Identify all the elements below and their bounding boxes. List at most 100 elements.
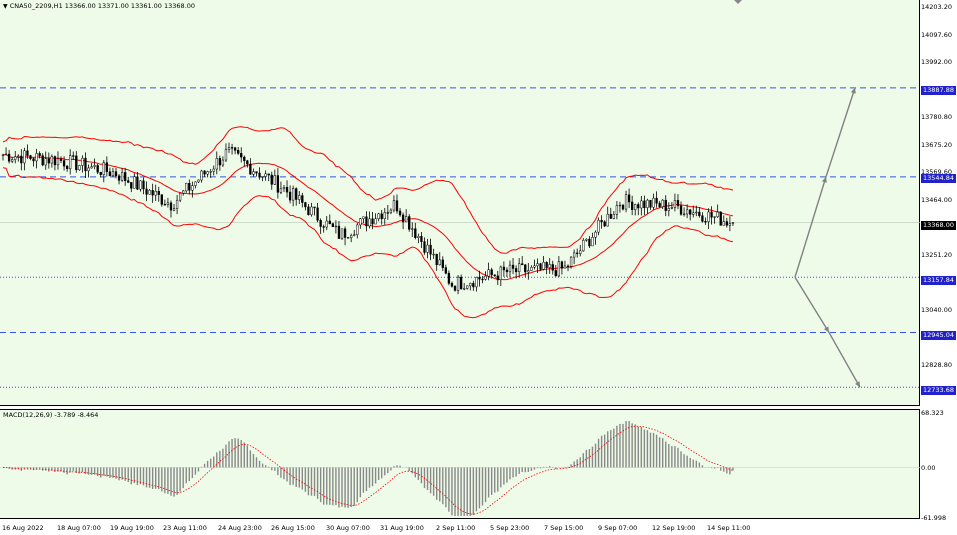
candle-body <box>185 183 188 192</box>
candle-body <box>392 200 396 211</box>
candle-body <box>136 176 139 190</box>
candle-body <box>566 265 570 267</box>
bollinger-upper <box>2 126 734 254</box>
candle-body <box>145 188 148 195</box>
level-tag-12945: 12945.04 <box>921 331 957 340</box>
bollinger-middle <box>2 153 734 281</box>
price-scale-label: 14203.20 <box>921 3 953 11</box>
candle-body <box>261 176 264 178</box>
candle-body <box>246 160 249 165</box>
macd-signal-line <box>2 425 734 515</box>
time-axis-label: 16 Aug 2022 <box>2 524 44 532</box>
candle-body <box>209 171 212 173</box>
candle-body <box>722 221 725 226</box>
candle-body <box>368 218 371 227</box>
candle-body <box>304 202 307 208</box>
price-scale-label: 13569.60 <box>921 168 953 176</box>
candle-body <box>23 150 26 164</box>
candle-body <box>618 204 622 207</box>
candle-body <box>99 171 102 175</box>
candle-body <box>279 188 283 193</box>
candle-body <box>133 176 136 189</box>
candle-body <box>90 166 93 169</box>
macd-pane[interactable]: MACD(12,26,9) -3.789 -8.464 <box>0 409 920 519</box>
candle-body <box>383 212 386 220</box>
candle-body <box>496 275 499 281</box>
candle-body <box>572 252 576 258</box>
candle-body <box>35 153 38 162</box>
candle-body <box>435 253 438 266</box>
candle-body <box>401 214 405 223</box>
candle-body <box>17 155 20 158</box>
candle-body <box>554 270 557 277</box>
candle-body <box>325 220 328 228</box>
candle-body <box>646 199 649 209</box>
candle-body <box>542 261 545 270</box>
candle-body <box>426 244 429 253</box>
candle-body <box>353 234 356 236</box>
candle-body <box>169 202 173 211</box>
candle-body <box>298 195 301 200</box>
candle-body <box>655 197 658 204</box>
candle-body <box>502 266 506 271</box>
candle-body <box>429 244 432 255</box>
candle-body <box>203 170 206 175</box>
candle-body <box>291 188 295 201</box>
candle-body <box>493 274 496 277</box>
collapse-triangle-icon[interactable]: ▼ <box>3 3 8 10</box>
candle-body <box>612 214 615 219</box>
candle-body <box>594 231 597 238</box>
candle-body <box>62 160 66 167</box>
candle-body <box>395 200 399 212</box>
candle-body <box>597 220 600 233</box>
candle-body <box>111 171 115 177</box>
level-tag-13157: 13157.84 <box>921 276 957 285</box>
candle-body <box>405 216 408 223</box>
candle-body <box>423 241 426 253</box>
candle-body <box>194 181 197 186</box>
time-axis-label: 12 Sep 19:00 <box>652 524 696 532</box>
candle-body <box>14 156 17 160</box>
candle-body <box>661 199 664 207</box>
candle-body <box>1 154 5 156</box>
candle-body <box>713 216 716 218</box>
candle-body <box>356 224 359 235</box>
candle-body <box>377 213 380 220</box>
candle-body <box>456 276 460 291</box>
candle-body <box>411 228 414 230</box>
candle-body <box>65 165 69 170</box>
candle-body <box>243 156 246 161</box>
arrow-head <box>823 326 829 333</box>
projection-arrow <box>825 87 856 178</box>
time-axis-label: 30 Aug 07:00 <box>326 524 370 532</box>
level-tag-12733: 12733.68 <box>921 386 957 395</box>
candle-body <box>87 167 90 172</box>
price-scale-label: 13251.20 <box>921 251 953 259</box>
candle-body <box>548 264 551 268</box>
candle-body <box>310 206 313 216</box>
chart-header: ▼ CNA50_2209,H1 13366.00 13371.00 13361.… <box>3 2 195 10</box>
candle-body <box>631 201 634 210</box>
candle-body <box>285 187 289 193</box>
candle-body <box>288 191 292 201</box>
candle-body <box>398 210 402 216</box>
candle-body <box>652 197 655 208</box>
candle-body <box>53 156 57 166</box>
candle-body <box>499 266 502 281</box>
candle-body <box>716 211 719 217</box>
time-axis-label: 24 Aug 23:00 <box>218 524 262 532</box>
candle-body <box>444 267 448 274</box>
candle-body <box>380 213 383 220</box>
price-scale-label: 13464.00 <box>921 196 953 204</box>
candle-body <box>20 155 23 164</box>
candle-body <box>551 264 554 271</box>
candle-body <box>340 228 344 239</box>
price-chart-pane[interactable]: ▼ CNA50_2209,H1 13366.00 13371.00 13361.… <box>0 0 920 406</box>
candle-body <box>215 158 218 170</box>
candle-body <box>490 269 493 276</box>
candle-body <box>218 158 221 166</box>
candle-body <box>224 149 228 161</box>
candle-body <box>313 206 316 209</box>
candle-body <box>649 199 652 208</box>
candle-body <box>237 150 240 154</box>
